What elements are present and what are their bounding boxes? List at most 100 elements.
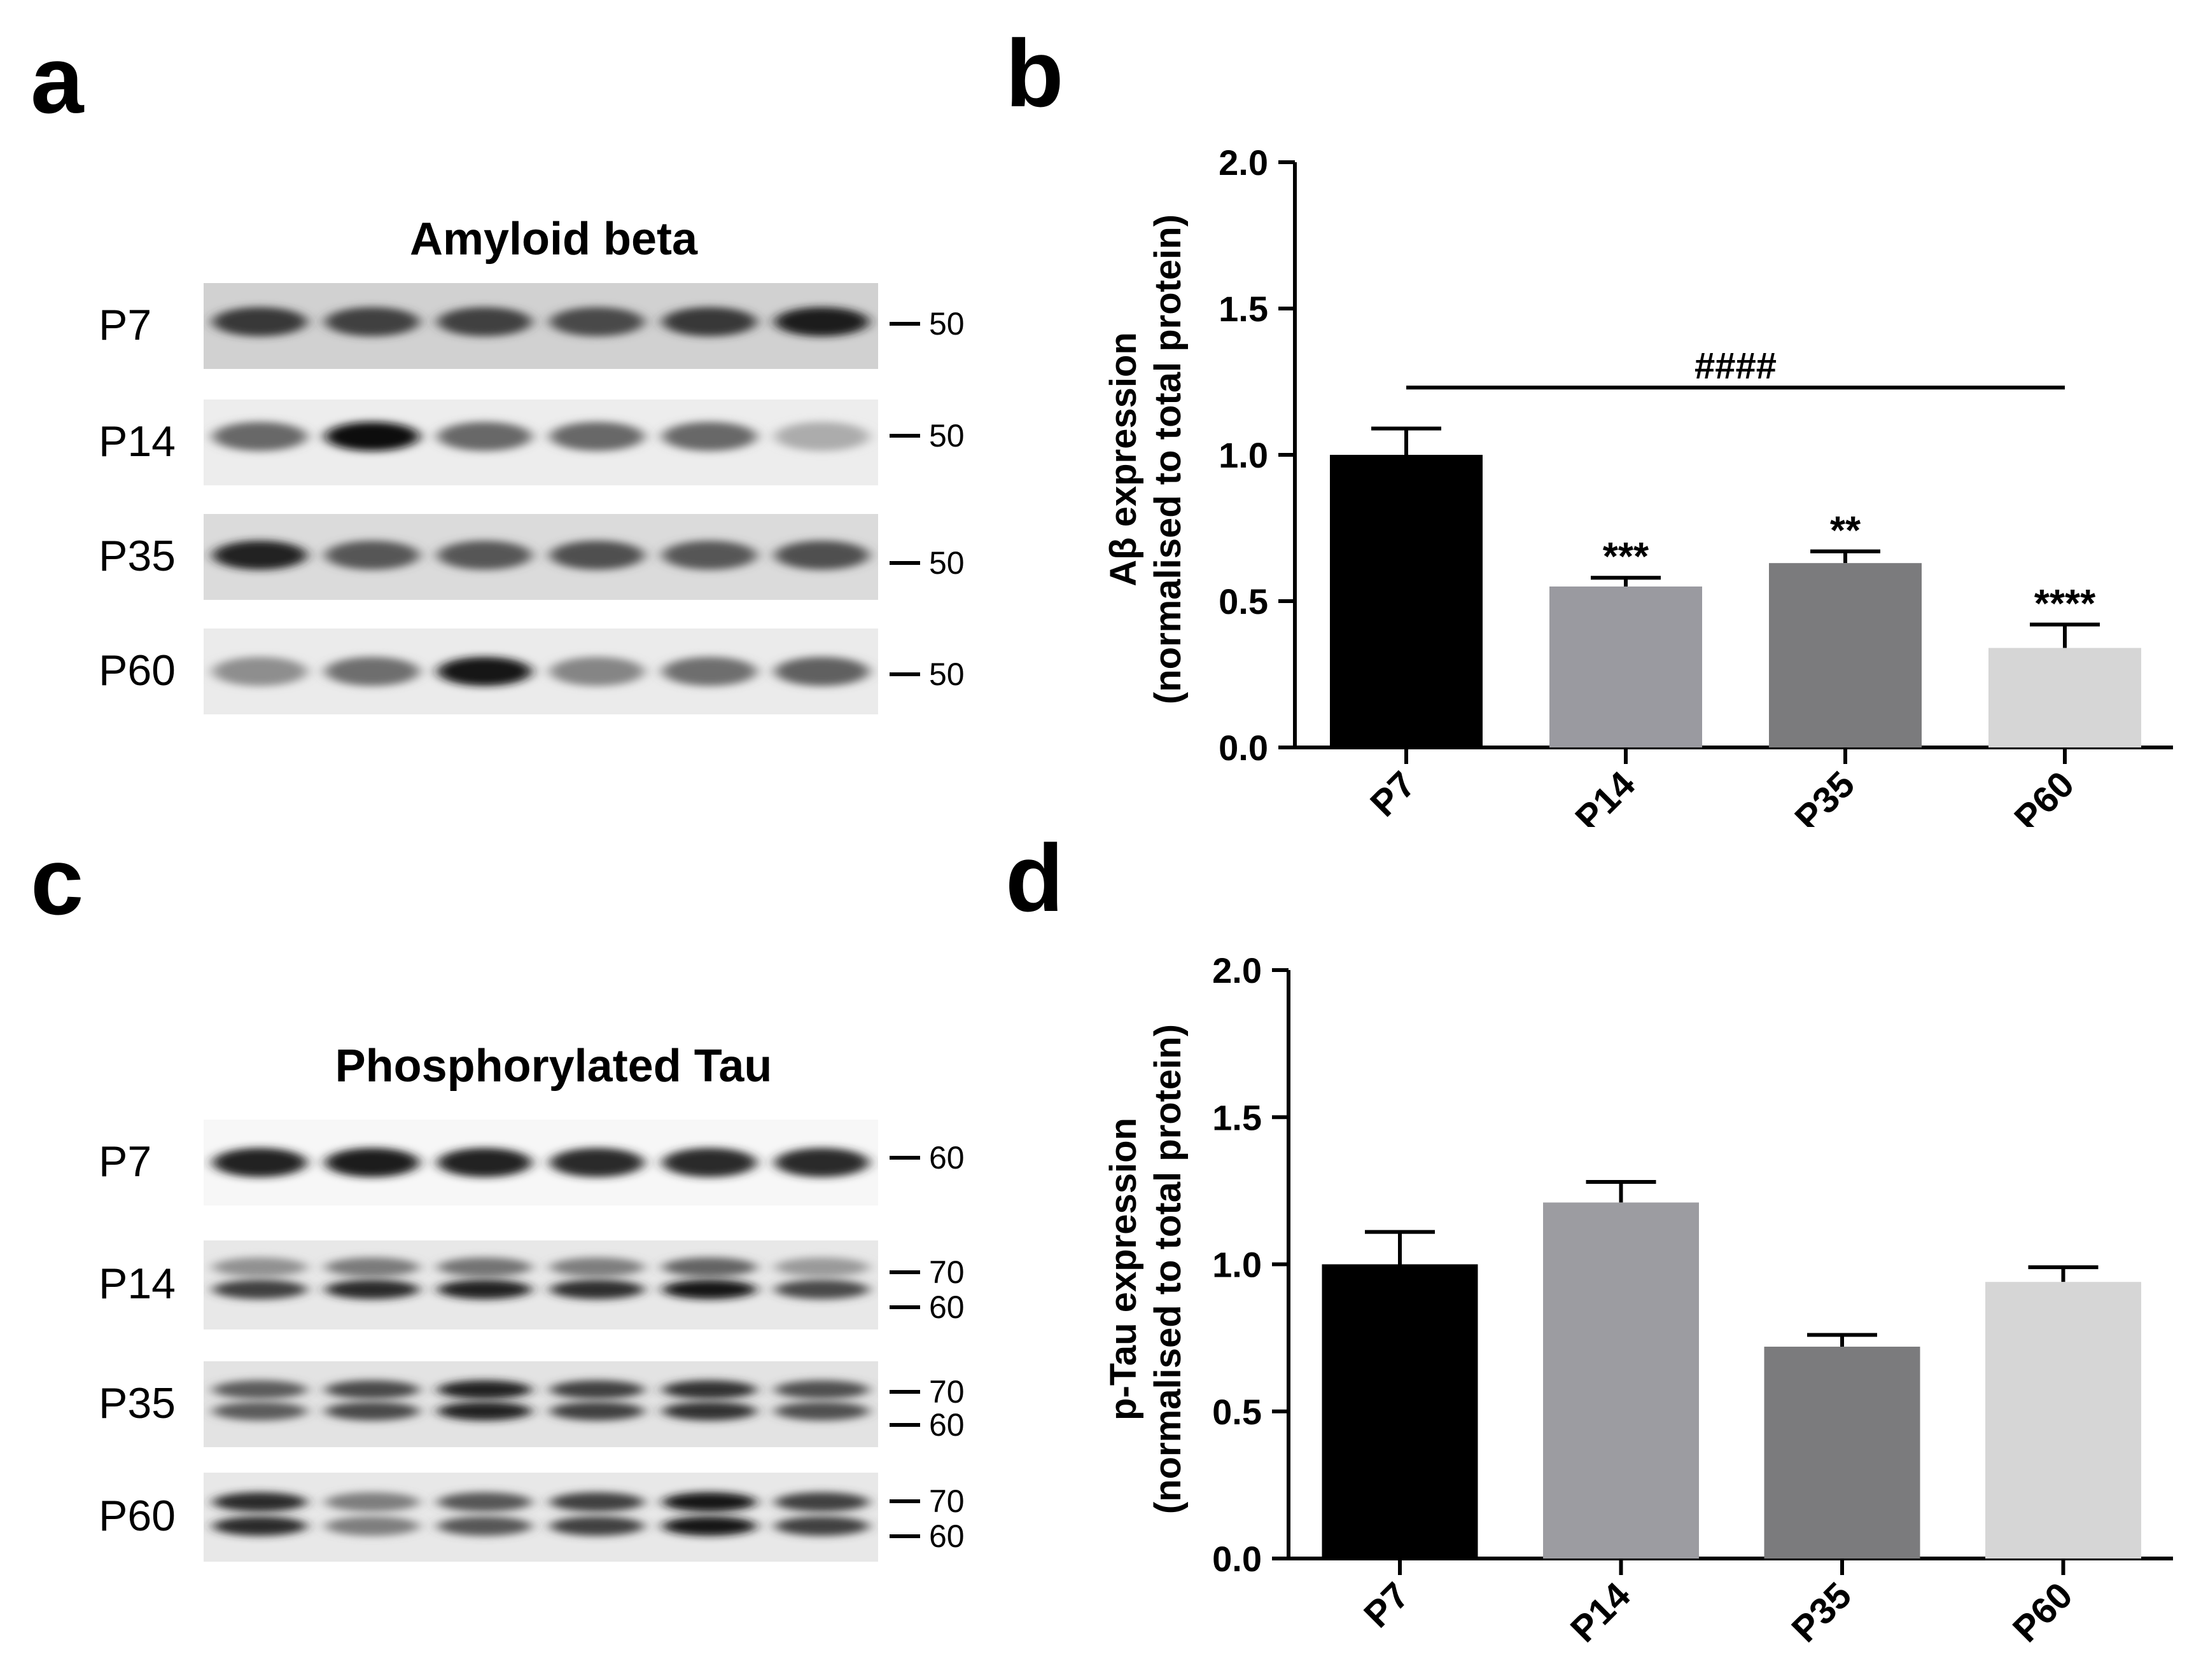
blot-band [774,1148,869,1177]
marker-dash [890,1534,920,1538]
y-tick-label: 0.0 [1219,728,1268,768]
x-tick-label: P14 [1563,1574,1639,1650]
y-tick-label: 0.5 [1219,581,1268,621]
significance-label: ** [1830,509,1861,553]
y-axis-title: p-Tau expression (normalised to total pr… [1103,1024,1189,1514]
marker-dash [890,434,920,438]
y-tick-label: 2.0 [1212,950,1262,990]
blot-strip [204,283,878,369]
y-axis-title-line2: (normalised to total protein) [1147,214,1189,704]
blot-band [662,1401,757,1421]
panel-label-a: a [31,26,84,133]
significance-label: **** [2034,582,2096,626]
blot-band [325,1380,420,1399]
blot-a-title: Amyloid beta [409,214,698,265]
blot-band [662,1257,757,1277]
blot-band [325,1401,420,1421]
blot-band [437,1516,532,1536]
blot-strip [204,1120,878,1205]
mw-marker: 50 [890,308,965,340]
blot-band [662,1516,757,1536]
blot-band [662,422,757,451]
marker-dash [890,1423,920,1427]
blot-band [437,1279,532,1300]
plot-area: 0.0 0.5 1.0 1.5 2.0 P7 P14 *** P35 ** P60 **** #### [1219,142,2173,827]
blot-background [204,1473,878,1562]
y-tick-label: 1.0 [1212,1245,1262,1285]
y-axis-title-line2: (normalised to total protein) [1147,1024,1189,1514]
marker-value: 50 [929,418,965,454]
marker-dash [890,322,920,326]
y-tick-label: 1.0 [1219,435,1268,475]
blot-band [550,307,645,337]
blot-background [204,514,878,600]
mw-marker: 60 [890,1520,965,1552]
x-tick-label: P35 [1784,1574,1859,1650]
mw-marker: 70 [890,1256,965,1288]
blot-strip [204,1361,878,1447]
y-tick-label: 0.5 [1212,1392,1262,1432]
marker-dash [890,1156,920,1160]
marker-value: 60 [929,1289,965,1325]
blot-background [204,283,878,369]
marker-value: 60 [929,1407,965,1443]
blot-band [662,307,757,337]
blot-background [204,399,878,485]
blot-band [774,1257,869,1277]
blot-band [550,1492,645,1512]
x-tick-label: P60 [2005,1574,2081,1650]
blot-strip [204,1473,878,1562]
x-tick-label: P60 [2006,763,2082,827]
blot-strip [204,399,878,485]
blot-row-label: P60 [99,646,176,695]
bar [1330,455,1483,747]
marker-dash [890,561,920,565]
bar [1322,1264,1478,1559]
blot-band [325,1492,420,1512]
panel-label-d: d [1005,824,1064,931]
blot-band [325,656,420,686]
marker-value: 50 [929,306,965,342]
blot-row-label: P60 [99,1492,176,1540]
blot-strip [204,628,878,714]
blot-band [437,1492,532,1512]
y-tick-label: 1.5 [1219,289,1268,329]
significance-label: *** [1603,535,1649,579]
mw-marker: 70 [890,1485,965,1517]
blot-band [437,656,532,686]
marker-value: 70 [929,1483,965,1519]
marker-value: 70 [929,1254,965,1290]
blot-band [437,1257,532,1277]
blot-row-label: P35 [99,531,176,580]
y-axis-title: Aβ expression (normalised to total prote… [1103,214,1189,704]
blot-band [774,307,869,337]
blot-band [213,1148,307,1177]
x-tick-label: P7 [1356,1574,1417,1635]
blot-band [774,1279,869,1300]
marker-value: 50 [929,656,965,692]
mw-marker: 50 [890,420,965,452]
bar [1549,587,1702,747]
chart-d: p-Tau expression (normalised to total pr… [1103,950,2173,1650]
y-tick-label: 0.0 [1212,1539,1262,1579]
blot-band [774,540,869,570]
bar [1988,648,2141,747]
blot-band [213,1380,307,1399]
blot-band [662,1380,757,1399]
blot-band [774,1401,869,1421]
blot-band [550,1380,645,1399]
chart-b: Aβ expression (normalised to total prote… [1103,142,2173,827]
bar [1764,1347,1920,1559]
bracket-label: #### [1694,345,1777,387]
mw-marker: 60 [890,1291,965,1323]
blot-band [437,422,532,451]
mw-marker: 70 [890,1376,965,1408]
blot-band [437,1401,532,1421]
bar [1985,1282,2141,1559]
blot-band [774,1492,869,1512]
blot-band [437,540,532,570]
x-tick-label: P7 [1362,763,1423,824]
blot-band [662,1492,757,1512]
y-tick-label: 2.0 [1219,142,1268,183]
blot-band [213,540,307,570]
